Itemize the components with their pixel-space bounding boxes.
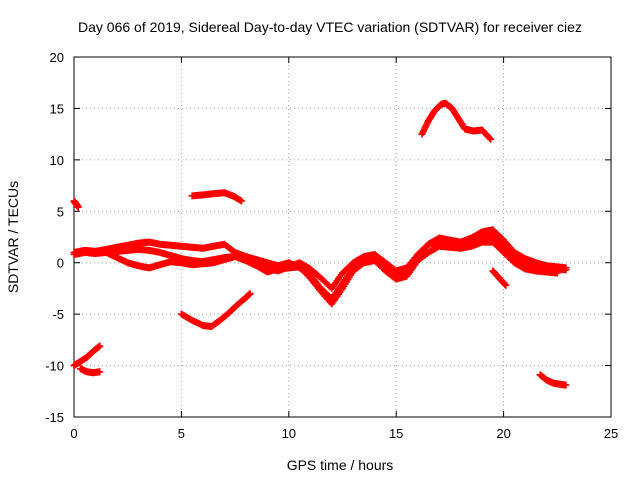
series-arc-neg-5 [536, 371, 570, 389]
x-tick-label: 0 [70, 426, 77, 441]
x-tick-label: 5 [178, 426, 185, 441]
y-axis-label: SDTVAR / TECUs [5, 181, 21, 293]
data-point [74, 203, 82, 211]
series-arc-neg-3 [76, 365, 104, 377]
data-point [96, 368, 104, 376]
data-point [96, 342, 104, 350]
x-tick-label: 10 [282, 426, 296, 441]
data-series [70, 99, 570, 389]
data-point [246, 290, 254, 298]
y-tick-label: -15 [45, 410, 64, 425]
series-band-main-c [102, 238, 561, 308]
plot-area [73, 56, 612, 418]
series-arc-upper-2 [188, 189, 246, 205]
series-arc-neg-2 [70, 342, 104, 370]
data-point [502, 281, 510, 289]
data-point [553, 269, 561, 277]
data-point [562, 266, 570, 274]
x-tick-label: 25 [604, 426, 618, 441]
data-point [486, 134, 494, 142]
data-point [238, 197, 246, 205]
y-tick-label: 10 [50, 153, 64, 168]
data-point [501, 280, 509, 288]
x-tick-label: 20 [496, 426, 510, 441]
y-tick-label: 15 [50, 101, 64, 116]
chart-title: Day 066 of 2019, Sidereal Day-to-day VTE… [78, 19, 582, 35]
y-tick-label: -10 [45, 359, 64, 374]
series-arc-upper-3 [70, 197, 82, 211]
series-arc-neg-1 [177, 290, 254, 330]
data-point [562, 381, 570, 389]
series-arc-neg-4 [489, 267, 510, 289]
data-point [487, 135, 495, 143]
x-axis-label: GPS time / hours [287, 457, 394, 473]
y-tick-label: 20 [50, 50, 64, 65]
y-tick-label: 5 [57, 204, 64, 219]
axis-ticks: 0 5 10 15 20 25 -15 -10 -5 0 5 10 15 20 [45, 50, 618, 441]
x-tick-label: 15 [389, 426, 403, 441]
y-tick-label: -5 [52, 307, 64, 322]
grid-lines [74, 57, 611, 417]
series-arc-top-1 [418, 99, 495, 143]
y-tick-label: 0 [57, 256, 64, 271]
